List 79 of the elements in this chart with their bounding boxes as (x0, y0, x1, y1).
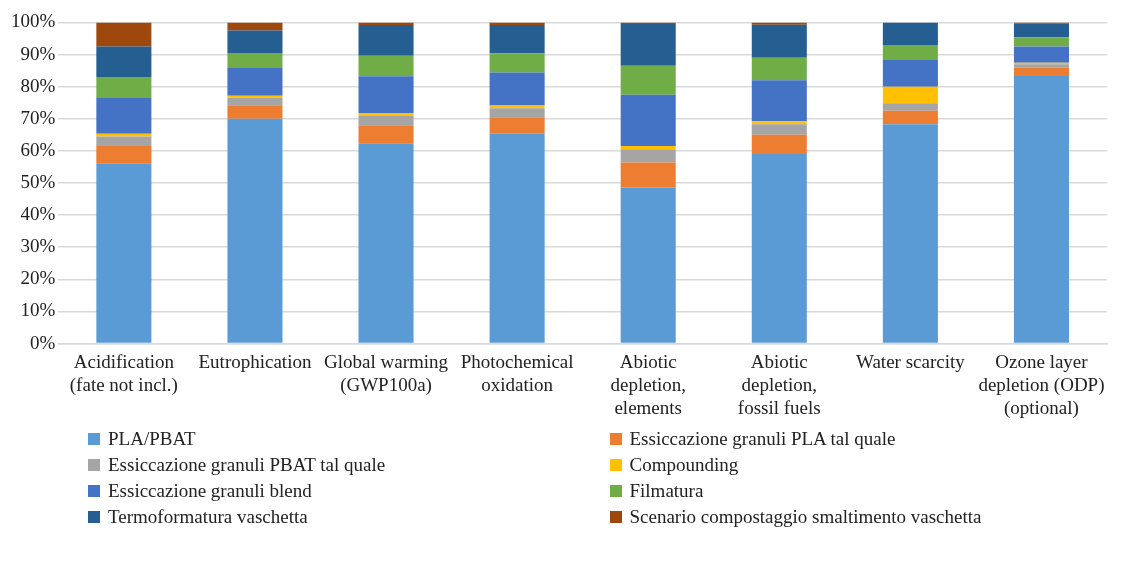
y-tick-label: 50% (20, 170, 56, 192)
bar (751, 154, 807, 343)
bar (882, 44, 938, 60)
bar (96, 136, 152, 147)
bar (358, 24, 414, 56)
bar (1013, 76, 1069, 343)
legend-label: Essiccazione granuli PLA tal quale (629, 428, 896, 450)
bar (620, 149, 676, 163)
legend-label: Compounding (629, 454, 739, 476)
bar (489, 72, 545, 106)
bar (358, 143, 414, 343)
bar (96, 22, 152, 47)
y-tick-label: 0% (30, 331, 56, 353)
legend-label: Essiccazione granuli blend (108, 480, 312, 502)
x-tick-label: Abiotic depletion, fossil fuels (737, 350, 821, 418)
bar (620, 94, 676, 147)
bar (620, 65, 676, 95)
y-tick-label: 20% (20, 267, 56, 289)
bar (882, 103, 938, 111)
bar (489, 108, 545, 118)
bar (227, 52, 283, 69)
bar (751, 24, 807, 58)
x-tick-label: Eutrophication (198, 350, 312, 372)
legend-label: Scenario compostaggio smaltimento vaschetta (629, 506, 982, 528)
bar (620, 24, 676, 66)
bar (882, 110, 938, 125)
bar (227, 97, 283, 106)
bar (227, 30, 283, 53)
bar (96, 97, 152, 134)
x-tick-label: Global warming (GWP100a) (324, 350, 449, 396)
bar (358, 112, 414, 116)
bar (620, 146, 676, 150)
x-tick-label: Ozone layer depletion (ODP) (optional) (978, 350, 1105, 419)
legend-label: Filmatura (629, 480, 704, 502)
x-tick-label: Water scarcity (856, 350, 966, 372)
bar (882, 124, 938, 343)
bar (358, 125, 414, 144)
bar (227, 105, 283, 119)
legend-label: PLA/PBAT (108, 428, 196, 450)
bar (358, 115, 414, 126)
bar (358, 76, 414, 113)
y-tick-label: 10% (20, 299, 56, 321)
x-tick-label: Abiotic depletion, elements (610, 350, 686, 418)
y-tick-label: 60% (20, 138, 56, 160)
bar (882, 22, 938, 45)
bar (96, 163, 152, 343)
legend-label: Termoformatura vaschetta (108, 506, 308, 528)
bar (751, 124, 807, 135)
bar (96, 146, 152, 164)
x-tick-label: Acidification (fate not incl.) (69, 350, 178, 396)
y-tick-label: 100% (11, 10, 56, 32)
x-tick-label: Photochemical oxidation (460, 350, 574, 395)
bar (1013, 23, 1069, 38)
bar (358, 55, 414, 77)
y-tick-label: 30% (20, 235, 56, 257)
bar (489, 133, 545, 343)
bar (751, 80, 807, 122)
bar (96, 77, 152, 98)
bar (1013, 67, 1069, 77)
bar (1013, 46, 1069, 63)
bar (489, 24, 545, 54)
bar (96, 46, 152, 77)
y-tick-label: 80% (20, 74, 56, 96)
bar (227, 118, 283, 343)
legend-label: Essiccazione granuli PBAT tal quale (108, 454, 386, 476)
bar (489, 117, 545, 134)
bar (1013, 37, 1069, 47)
y-tick-label: 90% (20, 42, 56, 64)
bar (751, 121, 807, 125)
bar (751, 57, 807, 81)
bar (882, 59, 938, 87)
y-tick-label: 70% (20, 106, 56, 128)
bar (620, 187, 676, 343)
bar (882, 86, 938, 104)
bar (751, 134, 807, 155)
bar (620, 162, 676, 188)
bar (227, 68, 283, 96)
y-tick-label: 40% (20, 203, 56, 225)
bar (489, 53, 545, 73)
